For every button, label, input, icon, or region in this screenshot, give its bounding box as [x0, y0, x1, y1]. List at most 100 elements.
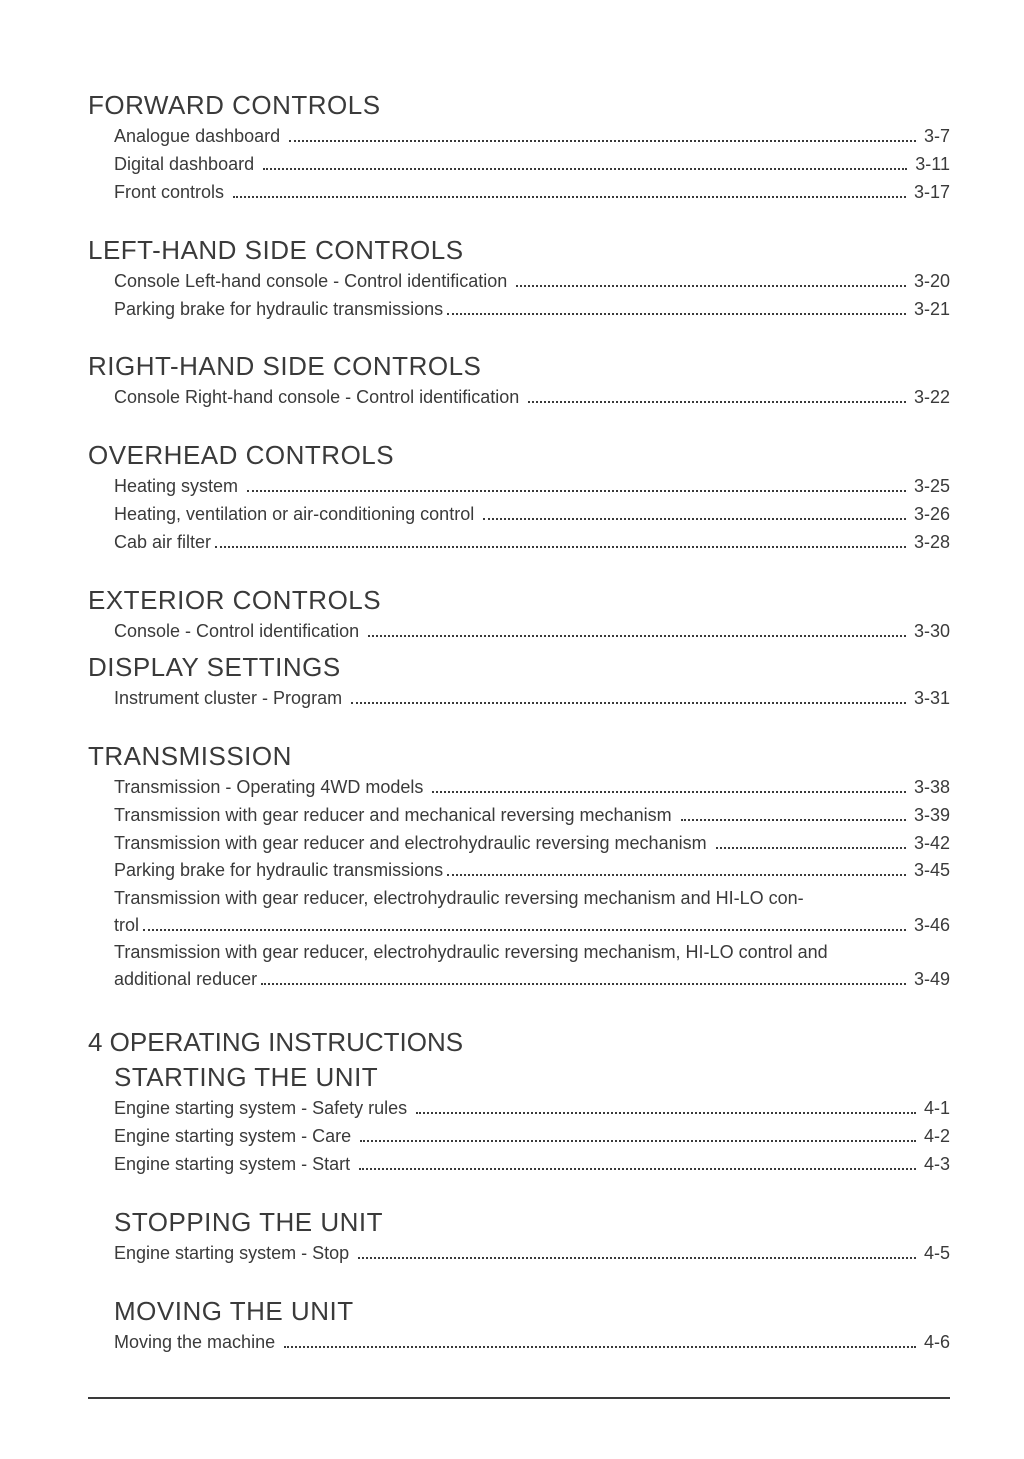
- toc-page-number: 3-11: [911, 151, 950, 179]
- toc-leader-dots: [263, 156, 907, 170]
- toc-entry-label: Analogue dashboard: [114, 123, 285, 151]
- toc-leader-dots: [716, 835, 906, 849]
- toc-entry-label: Instrument cluster - Program: [114, 685, 347, 713]
- toc-entry: Transmission with gear reducer and mecha…: [114, 802, 950, 830]
- toc-entry-label: Moving the machine: [114, 1329, 280, 1357]
- toc-entry-label: Engine starting system - Care: [114, 1123, 356, 1151]
- toc-entry-label: Engine starting system - Stop: [114, 1240, 354, 1268]
- toc-entry: Instrument cluster - Program 3-31: [114, 685, 950, 713]
- chapter-title: 4 OPERATING INSTRUCTIONS: [88, 1027, 950, 1058]
- toc-page-number: 3-25: [910, 473, 950, 501]
- toc-entry-label: Parking brake for hydraulic transmission…: [114, 857, 443, 885]
- toc-page-number: 3-22: [910, 384, 950, 412]
- toc-section-title: FORWARD CONTROLS: [88, 90, 950, 121]
- toc-section: DISPLAY SETTINGSInstrument cluster - Pro…: [88, 652, 950, 713]
- toc-leader-dots: [516, 273, 906, 287]
- toc-section-title: STARTING THE UNIT: [114, 1062, 950, 1093]
- toc-leader-dots: [143, 918, 906, 932]
- toc-entry-label: Console Right-hand console - Control ide…: [114, 384, 524, 412]
- toc-section: MOVING THE UNITMoving the machine 4-6: [88, 1296, 950, 1357]
- toc-entry-label: Console - Control identification: [114, 618, 364, 646]
- toc-page-number: 3-46: [910, 912, 950, 939]
- toc-section: EXTERIOR CONTROLSConsole - Control ident…: [88, 585, 950, 646]
- toc-section: STARTING THE UNITEngine starting system …: [88, 1062, 950, 1179]
- toc-leader-dots: [289, 128, 916, 142]
- toc-section: LEFT-HAND SIDE CONTROLSConsole Left-hand…: [88, 235, 950, 324]
- toc-page-number: 3-31: [910, 685, 950, 713]
- toc-leader-dots: [215, 534, 906, 548]
- toc-entry: Engine starting system - Start 4-3: [114, 1151, 950, 1179]
- toc-entry-line2: additional reducer 3-49: [114, 966, 950, 993]
- toc-entry: Moving the machine 4-6: [114, 1329, 950, 1357]
- toc-page-number: 3-21: [910, 296, 950, 324]
- toc-section-title: DISPLAY SETTINGS: [88, 652, 950, 683]
- toc-entry-label: Engine starting system - Safety rules: [114, 1095, 412, 1123]
- toc-section: FORWARD CONTROLSAnalogue dashboard 3-7Di…: [88, 90, 950, 207]
- toc-leader-dots: [483, 507, 906, 521]
- toc-entry-label-line1: Transmission with gear reducer, electroh…: [114, 885, 950, 912]
- toc-page-number: 3-17: [910, 179, 950, 207]
- toc-entry: Cab air filter 3-28: [114, 529, 950, 557]
- toc-section: TRANSMISSIONTransmission - Operating 4WD…: [88, 741, 950, 994]
- toc-section-title: TRANSMISSION: [88, 741, 950, 772]
- toc-leader-dots: [233, 184, 906, 198]
- toc-leader-dots: [416, 1101, 916, 1115]
- toc-section-title: STOPPING THE UNIT: [114, 1207, 950, 1238]
- toc-entry-label: Transmission - Operating 4WD models: [114, 774, 428, 802]
- toc-section-title: EXTERIOR CONTROLS: [88, 585, 950, 616]
- toc-entry: Console Right-hand console - Control ide…: [114, 384, 950, 412]
- toc-entry-label: Engine starting system - Start: [114, 1151, 355, 1179]
- toc-page-number: 4-1: [920, 1095, 950, 1123]
- toc-leader-dots: [284, 1334, 916, 1348]
- toc-page-number: 3-30: [910, 618, 950, 646]
- toc-section-title: LEFT-HAND SIDE CONTROLS: [88, 235, 950, 266]
- toc-page-number: 4-5: [920, 1240, 950, 1268]
- toc-leader-dots: [359, 1156, 916, 1170]
- toc-entry-label: Heating, ventilation or air-conditioning…: [114, 501, 479, 529]
- toc-page-number: 3-38: [910, 774, 950, 802]
- toc-leader-dots: [358, 1245, 916, 1259]
- toc-entry: Console - Control identification 3-30: [114, 618, 950, 646]
- toc-entry: Parking brake for hydraulic transmission…: [114, 857, 950, 885]
- toc-section: OVERHEAD CONTROLSHeating system 3-25Heat…: [88, 440, 950, 557]
- toc-entry: Transmission with gear reducer, electroh…: [114, 885, 950, 939]
- toc-entry-label: Console Left-hand console - Control iden…: [114, 268, 512, 296]
- toc-section: STOPPING THE UNITEngine starting system …: [88, 1207, 950, 1268]
- toc-entry: Heating system 3-25: [114, 473, 950, 501]
- toc-entry-label: Front controls: [114, 179, 229, 207]
- toc-entry: Console Left-hand console - Control iden…: [114, 268, 950, 296]
- toc-leader-dots: [261, 972, 906, 986]
- toc-page-number: 3-39: [910, 802, 950, 830]
- toc-leader-dots: [247, 479, 906, 493]
- toc-leader-dots: [447, 863, 906, 877]
- toc-entry: Analogue dashboard 3-7: [114, 123, 950, 151]
- bottom-rule: [88, 1397, 950, 1399]
- toc-leader-dots: [447, 301, 906, 315]
- toc-entry: Engine starting system - Care 4-2: [114, 1123, 950, 1151]
- toc-entry: Transmission with gear reducer and elect…: [114, 830, 950, 858]
- toc-page-number: 3-42: [910, 830, 950, 858]
- toc-leader-dots: [528, 390, 906, 404]
- toc-entry: Engine starting system - Stop 4-5: [114, 1240, 950, 1268]
- toc-entry: Heating, ventilation or air-conditioning…: [114, 501, 950, 529]
- toc-leader-dots: [360, 1129, 916, 1143]
- toc-entry: Front controls 3-17: [114, 179, 950, 207]
- toc-entry: Transmission with gear reducer, electroh…: [114, 939, 950, 993]
- toc-entry-label-line1: Transmission with gear reducer, electroh…: [114, 939, 950, 966]
- toc-section-title: OVERHEAD CONTROLS: [88, 440, 950, 471]
- toc-entry-label: Transmission with gear reducer and elect…: [114, 830, 712, 858]
- toc-entry: Engine starting system - Safety rules 4-…: [114, 1095, 950, 1123]
- toc-section: RIGHT-HAND SIDE CONTROLSConsole Right-ha…: [88, 351, 950, 412]
- toc-page-number: 4-2: [920, 1123, 950, 1151]
- toc-page-number: 3-26: [910, 501, 950, 529]
- toc-entry: Digital dashboard 3-11: [114, 151, 950, 179]
- toc-entry-label: Digital dashboard: [114, 151, 259, 179]
- toc-page-number: 3-28: [910, 529, 950, 557]
- toc-leader-dots: [681, 807, 906, 821]
- toc-entry-label: Parking brake for hydraulic transmission…: [114, 296, 443, 324]
- toc-page-number: 4-6: [920, 1329, 950, 1357]
- toc-entry-label-tail: trol: [114, 912, 139, 939]
- toc-page: FORWARD CONTROLSAnalogue dashboard 3-7Di…: [0, 0, 1024, 1459]
- toc-page-number: 3-20: [910, 268, 950, 296]
- toc-entry-label: Transmission with gear reducer and mecha…: [114, 802, 677, 830]
